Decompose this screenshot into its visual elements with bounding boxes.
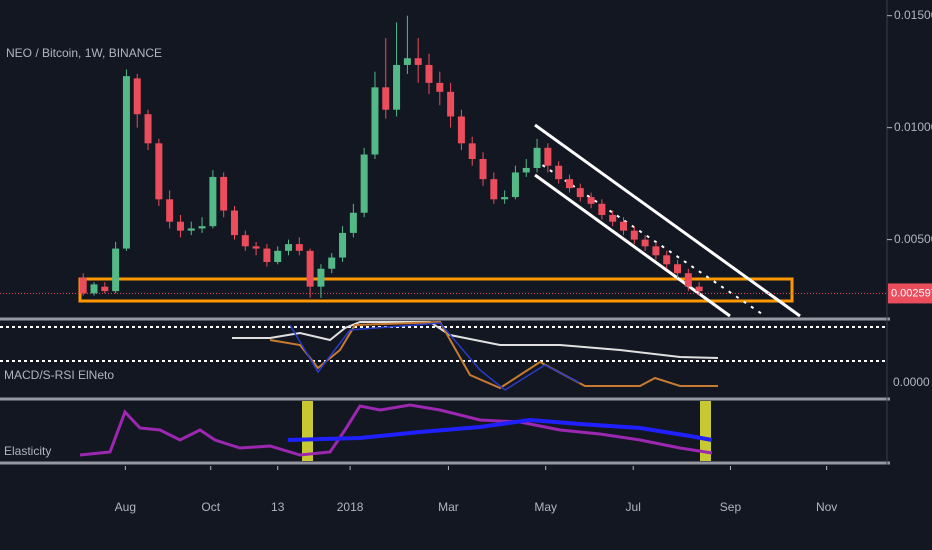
signal-bar [700, 401, 711, 461]
candle-body [587, 197, 595, 204]
candle-body [176, 221, 184, 231]
candle-body [479, 159, 487, 180]
signal-bar [302, 401, 313, 461]
candle-body [220, 176, 228, 211]
candle-body [187, 228, 195, 231]
candle-body [209, 176, 217, 227]
candle-body [349, 212, 357, 233]
candle-body [695, 286, 703, 292]
candle-body [609, 214, 617, 222]
candle-body [328, 257, 336, 269]
candle-body [393, 64, 401, 110]
x-tick-label: Aug [115, 500, 136, 514]
candle-body [468, 143, 476, 159]
candle-body [457, 116, 465, 144]
candle-body [544, 147, 552, 166]
candle-body [230, 210, 238, 236]
candle-body [144, 114, 152, 144]
indicator-tick-label: 0.0000 [893, 375, 930, 389]
last-price-box [888, 283, 932, 304]
candle-body [641, 239, 649, 247]
x-tick-label: Jul [626, 500, 641, 514]
candle-body [630, 230, 638, 240]
candle-body [241, 235, 249, 247]
candle-body [522, 167, 530, 173]
x-tick-label: May [534, 500, 557, 514]
x-tick-label: Oct [201, 500, 220, 514]
channel-line [534, 123, 801, 318]
candle-body [619, 221, 627, 231]
x-tick-label: 2018 [337, 500, 364, 514]
candle-body [198, 226, 206, 229]
candle-body [263, 248, 271, 263]
chart-title: NEO / Bitcoin, 1W, BINANCE [6, 46, 162, 60]
candle-body [371, 87, 379, 155]
indicator-line [79, 403, 713, 457]
candle-body [306, 250, 314, 287]
candle-body [317, 268, 325, 287]
candle-body [490, 179, 498, 200]
y-tick-label: 0.010000 [894, 120, 932, 134]
y-tick-label: 0.005000 [894, 232, 932, 246]
indicator-line [269, 320, 718, 390]
y-tick-label: 0.015000 [894, 8, 932, 22]
candle-body [295, 244, 303, 251]
candle-body [122, 76, 130, 249]
x-tick-label: Nov [816, 500, 837, 514]
candle-body [533, 147, 541, 168]
indicator-label: Elasticity [4, 444, 51, 458]
candle-body [414, 58, 422, 65]
candle-body [360, 154, 368, 213]
indicator-line [287, 417, 713, 442]
candle-body [663, 255, 671, 265]
candle-body [576, 188, 584, 198]
channel-line [534, 173, 731, 318]
x-tick-label: 13 [271, 500, 285, 514]
candle-body [166, 199, 174, 222]
candle-body [425, 64, 433, 83]
candle-body [79, 277, 87, 294]
channel-midline [534, 159, 766, 317]
candle-body [112, 248, 120, 292]
candle-body [274, 250, 282, 263]
indicator-line [289, 322, 581, 391]
candle-body [565, 179, 573, 189]
candle-body [501, 197, 509, 200]
candle-body [674, 264, 682, 274]
x-tick-label: Mar [438, 500, 459, 514]
candle-body [90, 284, 98, 294]
candle-body [155, 143, 163, 200]
candle-body [285, 244, 293, 251]
candle-body [447, 91, 455, 117]
candle-body [511, 172, 519, 198]
candle-body [339, 232, 347, 258]
indicator-label: MACD/S-RSI ElNeto [4, 368, 114, 382]
candle-body [684, 273, 692, 287]
candle-body [133, 78, 141, 115]
candle-body [598, 203, 606, 215]
candle-body [101, 286, 109, 292]
candle-body [403, 58, 411, 65]
candle-body [252, 246, 260, 249]
last-price-label: 0.002597 [891, 287, 932, 299]
candle-body [555, 165, 563, 180]
candle-body [652, 246, 660, 256]
x-tick-label: Sep [720, 500, 742, 514]
candle-body [436, 82, 444, 92]
candle-body [382, 87, 390, 110]
